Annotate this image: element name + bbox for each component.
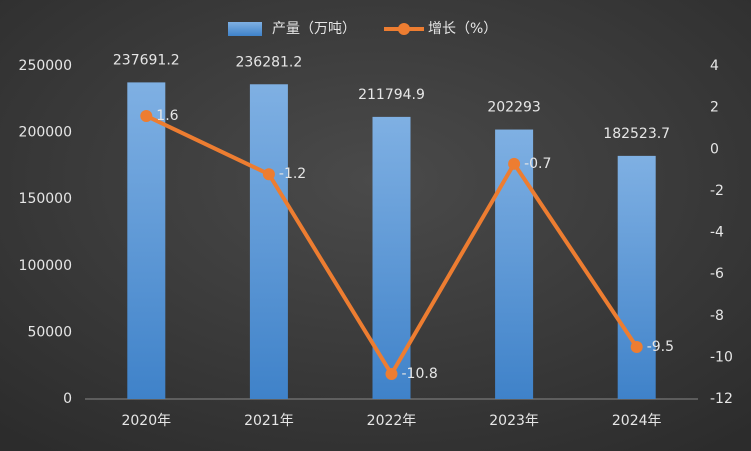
- line-marker: [385, 368, 398, 381]
- legend-label: 产量（万吨）: [272, 21, 356, 37]
- y-tick-label: 200000: [19, 125, 72, 141]
- y2-tick-label: 2: [710, 100, 719, 116]
- data-label: 236281.2: [235, 54, 302, 70]
- data-label: -0.7: [524, 156, 551, 172]
- legend-swatch: [228, 22, 262, 36]
- data-label: 182523.7: [603, 126, 670, 142]
- x-tick-label: 2024年: [612, 413, 662, 429]
- bar: [495, 129, 534, 400]
- line-marker: [262, 168, 275, 181]
- bar: [127, 82, 166, 399]
- x-tick-label: 2022年: [367, 413, 417, 429]
- line-marker: [508, 157, 521, 170]
- x-tick-label: 2020年: [121, 413, 171, 429]
- line-marker: [630, 340, 643, 353]
- bar: [372, 116, 411, 399]
- y2-tick-label: -2: [710, 183, 724, 199]
- x-tick-label: 2023年: [489, 413, 539, 429]
- data-label: 1.6: [156, 108, 178, 124]
- y-tick-label: 250000: [19, 58, 72, 74]
- y-tick-label: 100000: [19, 258, 72, 274]
- y-tick-label: 50000: [27, 324, 72, 340]
- bar: [617, 155, 656, 399]
- legend-label: 增长（%）: [428, 21, 497, 37]
- data-label: 237691.2: [113, 52, 180, 68]
- data-label: 202293: [487, 100, 540, 116]
- y-tick-label: 150000: [19, 191, 72, 207]
- data-label: -10.8: [402, 366, 438, 382]
- legend-swatch: [398, 23, 410, 35]
- data-label: 211794.9: [358, 87, 425, 103]
- bar: [249, 84, 288, 400]
- x-tick-label: 2021年: [244, 413, 294, 429]
- y2-tick-label: -6: [710, 266, 724, 282]
- data-label: -1.2: [279, 166, 306, 182]
- line-marker: [140, 109, 153, 122]
- data-label: -9.5: [647, 339, 674, 355]
- y2-tick-label: -10: [710, 349, 733, 365]
- y-tick-label: 0: [63, 391, 72, 407]
- y2-tick-label: -12: [710, 391, 733, 407]
- y2-tick-label: -4: [710, 225, 724, 241]
- y2-tick-label: 0: [710, 141, 719, 157]
- y2-tick-label: -8: [710, 308, 724, 324]
- y2-tick-label: 4: [710, 58, 719, 74]
